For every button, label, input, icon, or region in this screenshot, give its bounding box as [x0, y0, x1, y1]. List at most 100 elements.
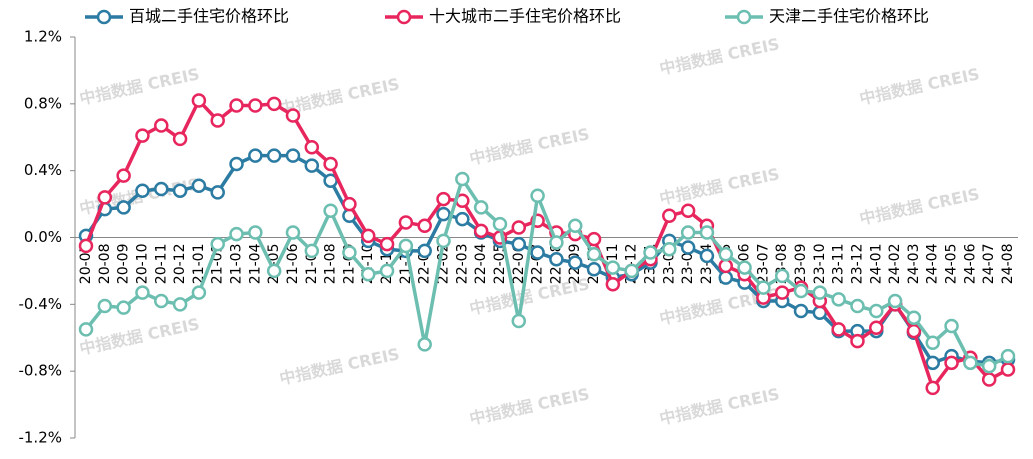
- series-marker: [248, 98, 263, 113]
- watermark: 中指数据 CREIS: [858, 64, 981, 108]
- series-marker: [605, 260, 621, 275]
- series-marker: [869, 320, 884, 335]
- series-marker: [944, 318, 959, 334]
- watermark: 中指数据 CREIS: [468, 384, 591, 428]
- series-marker: [925, 335, 940, 351]
- series-marker: [831, 322, 846, 337]
- series-marker: [266, 148, 282, 163]
- series-marker: [154, 118, 169, 133]
- x-tick-label: 23-03: [680, 244, 696, 285]
- watermark: 中指数据 CREIS: [78, 314, 201, 358]
- watermark: 中指数据 CREIS: [658, 384, 781, 428]
- x-tick-label: 24-08: [1000, 244, 1016, 285]
- series-marker: [624, 263, 639, 279]
- watermark: 中指数据 CREIS: [658, 34, 781, 78]
- series-marker: [116, 168, 131, 183]
- series-marker: [342, 245, 357, 260]
- series-marker: [285, 148, 301, 163]
- series-marker: [981, 358, 997, 374]
- series-marker: [850, 333, 865, 349]
- series-marker: [793, 283, 809, 299]
- x-tick-label: 24-07: [981, 243, 997, 284]
- series-marker: [549, 235, 564, 250]
- series-marker: [718, 270, 734, 285]
- series-marker: [135, 128, 150, 143]
- legend-label: 百城二手住宅价格环比: [129, 7, 289, 26]
- series-marker: [191, 93, 207, 108]
- series-marker: [97, 298, 113, 314]
- x-tick-label: 21-04: [247, 243, 263, 284]
- series-marker: [643, 245, 658, 260]
- series-marker: [78, 238, 94, 254]
- series-marker: [436, 191, 451, 207]
- x-tick-label: 24-04: [925, 243, 941, 284]
- series-marker: [379, 263, 395, 279]
- series-marker: [266, 263, 282, 279]
- legend-label: 十大城市二手住宅价格环比: [429, 7, 621, 26]
- series-marker: [567, 255, 583, 270]
- series-marker: [248, 225, 263, 240]
- x-tick-label: 24-02: [887, 244, 903, 285]
- x-tick-label: 21-01: [191, 244, 207, 285]
- x-tick-label: 20-07: [78, 244, 94, 285]
- series-marker: [97, 190, 113, 205]
- series-marker: [774, 268, 790, 284]
- series-marker: [774, 285, 790, 300]
- x-tick-label: 21-03: [229, 244, 245, 285]
- series-marker: [511, 220, 527, 235]
- series-marker: [304, 158, 320, 173]
- series-marker: [135, 285, 150, 300]
- series-marker: [699, 248, 715, 264]
- series-marker: [831, 292, 846, 307]
- series-marker: [135, 183, 150, 198]
- x-tick-label: 23-11: [831, 244, 847, 285]
- series-marker: [511, 236, 527, 252]
- x-tick-label: 23-12: [849, 244, 865, 285]
- series-marker: [116, 200, 131, 215]
- series-marker: [718, 246, 734, 262]
- series-marker: [304, 140, 320, 155]
- series-marker: [398, 238, 414, 254]
- series-marker: [455, 171, 470, 187]
- series-marker: [436, 233, 451, 249]
- series-marker: [925, 355, 940, 371]
- series-marker: [699, 225, 715, 240]
- series-marker: [210, 113, 225, 128]
- x-tick-label: 23-09: [793, 244, 809, 285]
- x-tick-label: 24-05: [944, 244, 960, 285]
- series-marker: [850, 298, 865, 314]
- series-marker: [436, 206, 451, 222]
- series-marker: [492, 216, 508, 232]
- series-marker: [1000, 348, 1016, 364]
- x-tick-label: 20-11: [153, 244, 169, 285]
- x-tick-label: 20-10: [134, 244, 150, 285]
- series-marker: [680, 203, 696, 219]
- series-marker: [906, 310, 922, 325]
- x-tick-label: 20-12: [172, 244, 188, 285]
- series-marker: [360, 267, 376, 282]
- y-tick-label: -0.4%: [18, 295, 62, 313]
- series-marker: [417, 243, 432, 259]
- x-tick-label: 21-08: [323, 244, 339, 285]
- series-marker: [172, 183, 188, 198]
- series-marker: [229, 226, 244, 242]
- series-marker: [906, 323, 922, 339]
- series-marker: [229, 98, 244, 113]
- x-tick-label: 22-06: [511, 243, 527, 284]
- series-marker: [473, 223, 489, 239]
- series-marker: [417, 337, 432, 352]
- series-marker: [567, 218, 583, 234]
- series-marker: [285, 225, 301, 240]
- series-marker: [530, 245, 545, 260]
- series-marker: [285, 108, 301, 123]
- watermark: 中指数据 CREIS: [278, 344, 401, 388]
- series-marker: [210, 185, 225, 200]
- series-marker: [154, 181, 169, 197]
- series-marker: [869, 303, 884, 319]
- y-tick-label: 0.4%: [24, 161, 62, 179]
- x-tick-label: 23-07: [755, 244, 771, 285]
- y-tick-label: 0.0%: [24, 228, 62, 246]
- x-tick-label: 24-01: [868, 244, 884, 285]
- watermark: 中指数据 CREIS: [468, 124, 591, 168]
- series-marker: [323, 156, 338, 172]
